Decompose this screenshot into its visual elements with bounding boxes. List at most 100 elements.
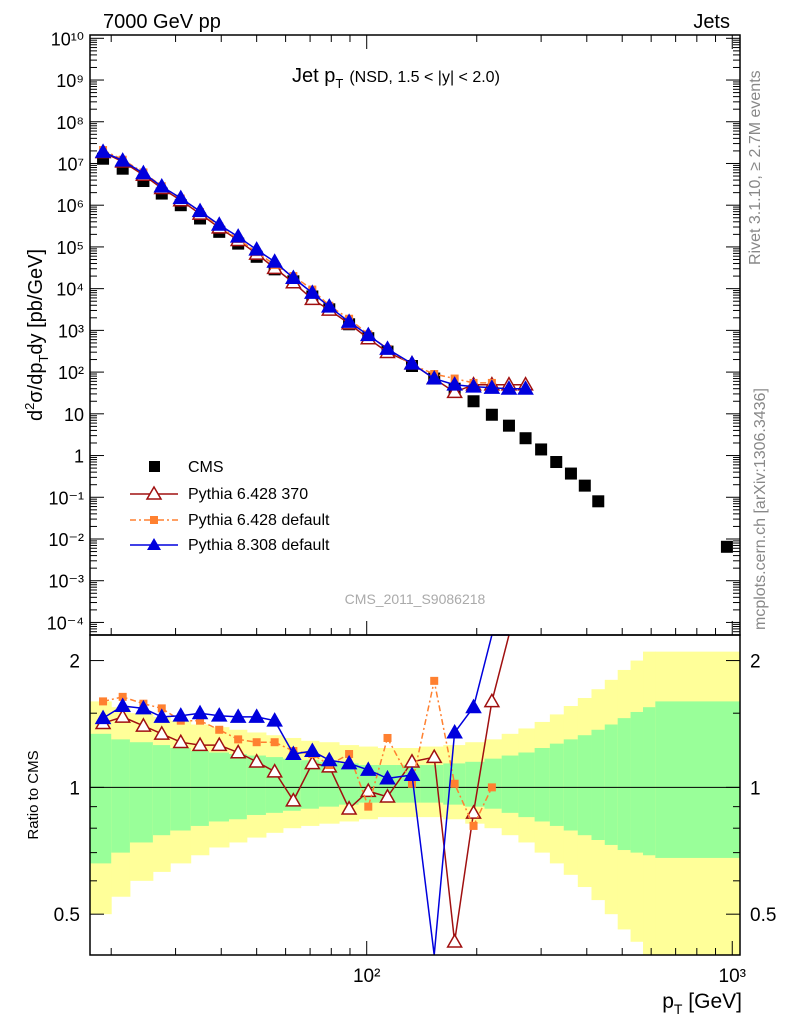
y-tick-label: 10⁶	[57, 196, 84, 216]
main-p8-point	[465, 378, 482, 393]
ratio-p6-370-point	[191, 736, 209, 752]
legend-p6-default-marker	[150, 516, 158, 524]
y-axis-label: d2σ/dpTdy [pb/GeV]	[22, 249, 51, 421]
main-p8-point	[517, 380, 534, 395]
header-right: Jets	[693, 11, 730, 33]
ratio-p6-default-point	[345, 750, 354, 759]
ratio-p6-370-point	[483, 692, 501, 708]
band-inner-bin	[534, 748, 551, 822]
ratio-p8-point	[446, 723, 463, 739]
ratio-p8-point	[135, 699, 152, 715]
ratio-p8-line	[102, 634, 509, 956]
main-p8-point	[446, 376, 463, 391]
ratio-p6-370-point	[465, 804, 482, 819]
ratio-y-tick-label-right: 0.5	[750, 905, 776, 926]
ratio-p6-default-point	[252, 738, 261, 747]
ratio-p6-370-point	[304, 754, 321, 770]
rivet-version-label: Rivet 3.1.10, ≥ 2.7M events	[747, 70, 764, 265]
ratio-p6-370-point	[285, 792, 302, 807]
ratio-panel-frame	[89, 634, 741, 956]
ratio-p6-default-point	[215, 725, 224, 734]
y-tick-label: 10²	[58, 363, 84, 383]
ratio-p8-point	[191, 704, 209, 720]
ratio-p6-default-point	[270, 738, 279, 747]
ratio-p8-point	[94, 709, 112, 725]
band-inner-bin	[339, 763, 360, 805]
main-p8-point	[425, 370, 443, 385]
ratio-panel-series	[94, 634, 510, 956]
main-p8-point	[94, 143, 112, 158]
band-inner-bin	[501, 755, 519, 813]
ratio-p6-default-point	[469, 821, 478, 830]
main-p8-point	[114, 152, 131, 167]
main-p8-point	[483, 379, 501, 394]
ratio-p6-370-point	[114, 708, 131, 723]
legend-p8-label: Pythia 8.308 default	[188, 537, 330, 554]
main-cms-point	[578, 479, 591, 492]
main-p8-point	[500, 380, 518, 395]
band-inner-bin	[246, 755, 267, 815]
main-cms-point	[519, 432, 532, 445]
ratio-y-tick-label-right: 1	[750, 778, 761, 799]
y-tick-label: 10⁻¹	[48, 488, 84, 508]
y-tick-label: 10⁹	[56, 71, 84, 91]
band-inner-bin	[318, 761, 340, 807]
mcplots-label: mcplots.cern.ch [arXiv:1306.3436]	[752, 388, 769, 630]
band-inner-bin	[228, 754, 248, 820]
header-left: 7000 GeV pp	[103, 11, 221, 33]
legend-p8-marker	[147, 538, 161, 550]
plot-title-rest: (NSD, 1.5 < |y| < 2.0)	[349, 69, 500, 86]
y-tick-label: 10⁴	[56, 280, 84, 300]
band-inner-bin	[655, 701, 741, 858]
ratio-p6-370-point	[359, 782, 377, 798]
ratio-p6-default-point	[118, 692, 127, 701]
ratio-p6-default-point	[99, 697, 108, 706]
ratio-p6-default-line	[102, 680, 493, 828]
main-p8-point	[191, 202, 209, 218]
main-p8-point	[359, 326, 377, 342]
main-panel-series	[94, 143, 733, 553]
main-p8-point	[229, 228, 247, 243]
band-inner-bin	[90, 733, 112, 864]
ratio-p8-point	[403, 766, 421, 781]
ratio-y-tick-label-right: 2	[750, 652, 761, 673]
ratio-p6-370-point	[425, 748, 443, 764]
y-tick-label: 10⁵	[57, 238, 84, 258]
axis-tick-labels: 10² 10³ 10⁻⁴ 10⁻³ 10⁻² 10⁻¹ 1 10 10² 10³ 10⁴ 10⁵ 10⁶…	[47, 29, 777, 987]
main-p8-point	[248, 241, 265, 256]
band-inner-bin	[282, 758, 302, 811]
band-inner-bin	[643, 707, 656, 856]
ratio-p8-point	[172, 707, 190, 722]
main-cms-point	[485, 408, 498, 421]
ratio-p8-point	[266, 712, 283, 727]
y-tick-label: 10⁻²	[48, 530, 84, 550]
y-tick-label: 10	[64, 405, 84, 425]
band-inner-bin	[617, 718, 632, 851]
main-cms-point	[564, 467, 577, 480]
ratio-p6-default-point	[196, 716, 205, 725]
ratio-y-tick-label: 1	[69, 778, 80, 799]
ratio-p6-default-point	[487, 783, 496, 792]
main-p8-point	[210, 216, 228, 231]
main-p8-point	[172, 189, 190, 205]
band-inner-bin	[111, 739, 131, 853]
y-tick-label: 10¹⁰	[51, 29, 84, 49]
main-cms-point	[535, 443, 548, 456]
ratio-p6-370-point	[266, 763, 283, 778]
analysis-watermark: CMS_2011_S9086218	[345, 591, 486, 607]
main-cms-point	[720, 540, 733, 553]
ratio-p6-default-point	[234, 735, 243, 744]
ratio-p6-default-point	[364, 802, 373, 811]
ratio-p8-point	[304, 742, 321, 757]
main-p8-point	[153, 178, 171, 193]
x-tick-label: 10²	[353, 966, 380, 987]
plot-title: Jet pT (NSD, 1.5 < |y| < 2.0)	[292, 65, 500, 91]
main-cms-point	[550, 456, 563, 469]
ratio-y-tick-label: 0.5	[54, 905, 80, 926]
band-inner-bin	[129, 742, 154, 843]
legend-p6-370-label: Pythia 6.428 370	[188, 486, 308, 503]
main-cms-point	[592, 495, 605, 508]
x-tick-label: 10³	[719, 966, 746, 987]
ratio-p8-point	[210, 707, 228, 722]
